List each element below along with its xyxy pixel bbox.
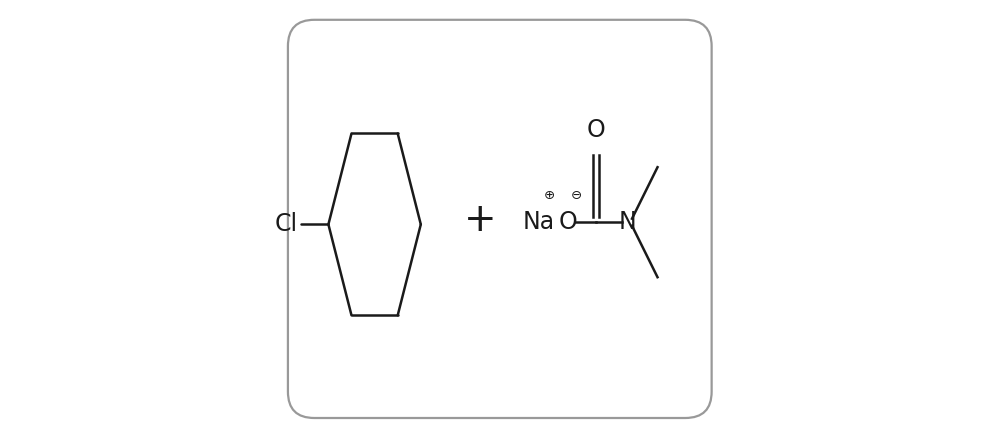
Text: O: O (558, 210, 577, 234)
Text: O: O (587, 117, 605, 142)
Text: +: + (464, 201, 497, 239)
Text: Na: Na (523, 210, 555, 234)
Text: Cl: Cl (274, 213, 298, 236)
Text: N: N (619, 210, 636, 234)
FancyBboxPatch shape (288, 20, 712, 418)
Text: ⊕: ⊕ (544, 189, 555, 202)
Text: ⊖: ⊖ (571, 189, 582, 202)
